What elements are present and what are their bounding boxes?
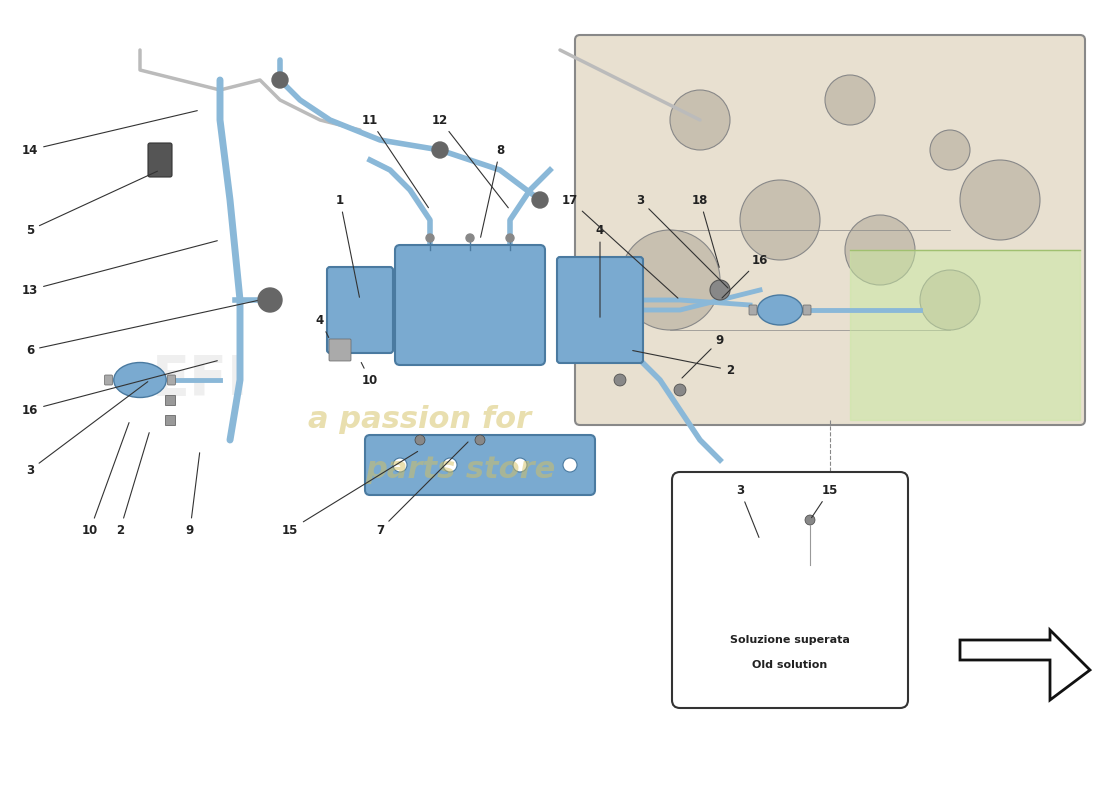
- Circle shape: [920, 270, 980, 330]
- FancyBboxPatch shape: [365, 435, 595, 495]
- Ellipse shape: [113, 362, 166, 398]
- Text: Soluzione superata: Soluzione superata: [730, 635, 850, 645]
- Circle shape: [805, 515, 815, 525]
- Text: 3: 3: [26, 382, 147, 477]
- Text: 14: 14: [22, 110, 197, 157]
- FancyBboxPatch shape: [812, 565, 820, 575]
- Circle shape: [426, 234, 434, 242]
- Bar: [165, 415, 175, 425]
- Text: EFI: EFI: [152, 353, 249, 407]
- Text: 17: 17: [562, 194, 678, 298]
- Circle shape: [506, 234, 514, 242]
- Text: 6: 6: [26, 301, 257, 357]
- Circle shape: [614, 374, 626, 386]
- Text: parts store: parts store: [365, 455, 556, 485]
- Circle shape: [272, 72, 288, 88]
- Circle shape: [258, 288, 282, 312]
- FancyBboxPatch shape: [740, 565, 748, 575]
- Text: 16: 16: [722, 254, 768, 298]
- Circle shape: [620, 230, 721, 330]
- Circle shape: [466, 234, 474, 242]
- Text: 11: 11: [362, 114, 429, 208]
- Text: 9: 9: [682, 334, 724, 378]
- Text: 15: 15: [282, 451, 418, 537]
- Circle shape: [393, 458, 407, 472]
- FancyBboxPatch shape: [749, 305, 757, 315]
- Text: 7: 7: [376, 442, 468, 537]
- Circle shape: [443, 458, 456, 472]
- Text: 18: 18: [692, 194, 719, 267]
- Text: Old solution: Old solution: [752, 660, 827, 670]
- Circle shape: [513, 458, 527, 472]
- Polygon shape: [960, 630, 1090, 700]
- Circle shape: [432, 142, 448, 158]
- Text: 12: 12: [432, 114, 508, 208]
- Circle shape: [475, 435, 485, 445]
- FancyBboxPatch shape: [575, 35, 1085, 425]
- FancyBboxPatch shape: [167, 375, 176, 385]
- FancyBboxPatch shape: [672, 472, 908, 708]
- Circle shape: [845, 215, 915, 285]
- FancyBboxPatch shape: [327, 267, 393, 353]
- Ellipse shape: [758, 295, 803, 325]
- Circle shape: [930, 130, 970, 170]
- Text: 1: 1: [336, 194, 360, 298]
- Text: 5: 5: [26, 171, 157, 237]
- FancyBboxPatch shape: [148, 143, 172, 177]
- Circle shape: [710, 280, 730, 300]
- Text: 2: 2: [632, 350, 734, 377]
- Text: 10: 10: [361, 362, 378, 386]
- Circle shape: [740, 180, 820, 260]
- Bar: [165, 395, 175, 405]
- Text: 10: 10: [81, 422, 129, 537]
- Text: 3: 3: [736, 483, 759, 538]
- Text: 16: 16: [22, 361, 218, 417]
- Circle shape: [674, 384, 686, 396]
- Text: 4: 4: [316, 314, 329, 338]
- Circle shape: [670, 90, 730, 150]
- FancyBboxPatch shape: [557, 257, 644, 363]
- Text: 13: 13: [22, 241, 218, 297]
- Text: 9: 9: [186, 453, 200, 537]
- Circle shape: [563, 458, 578, 472]
- Text: 2: 2: [116, 433, 150, 537]
- Circle shape: [960, 160, 1040, 240]
- Circle shape: [825, 75, 874, 125]
- FancyBboxPatch shape: [395, 245, 544, 365]
- Text: 8: 8: [481, 143, 504, 238]
- Ellipse shape: [750, 550, 810, 590]
- FancyBboxPatch shape: [104, 375, 112, 385]
- FancyBboxPatch shape: [803, 305, 811, 315]
- FancyBboxPatch shape: [329, 339, 351, 361]
- Text: 4: 4: [596, 223, 604, 318]
- Text: a passion for: a passion for: [308, 406, 531, 434]
- Text: 3: 3: [636, 194, 728, 288]
- Text: 15: 15: [812, 483, 838, 518]
- Circle shape: [415, 435, 425, 445]
- Circle shape: [532, 192, 548, 208]
